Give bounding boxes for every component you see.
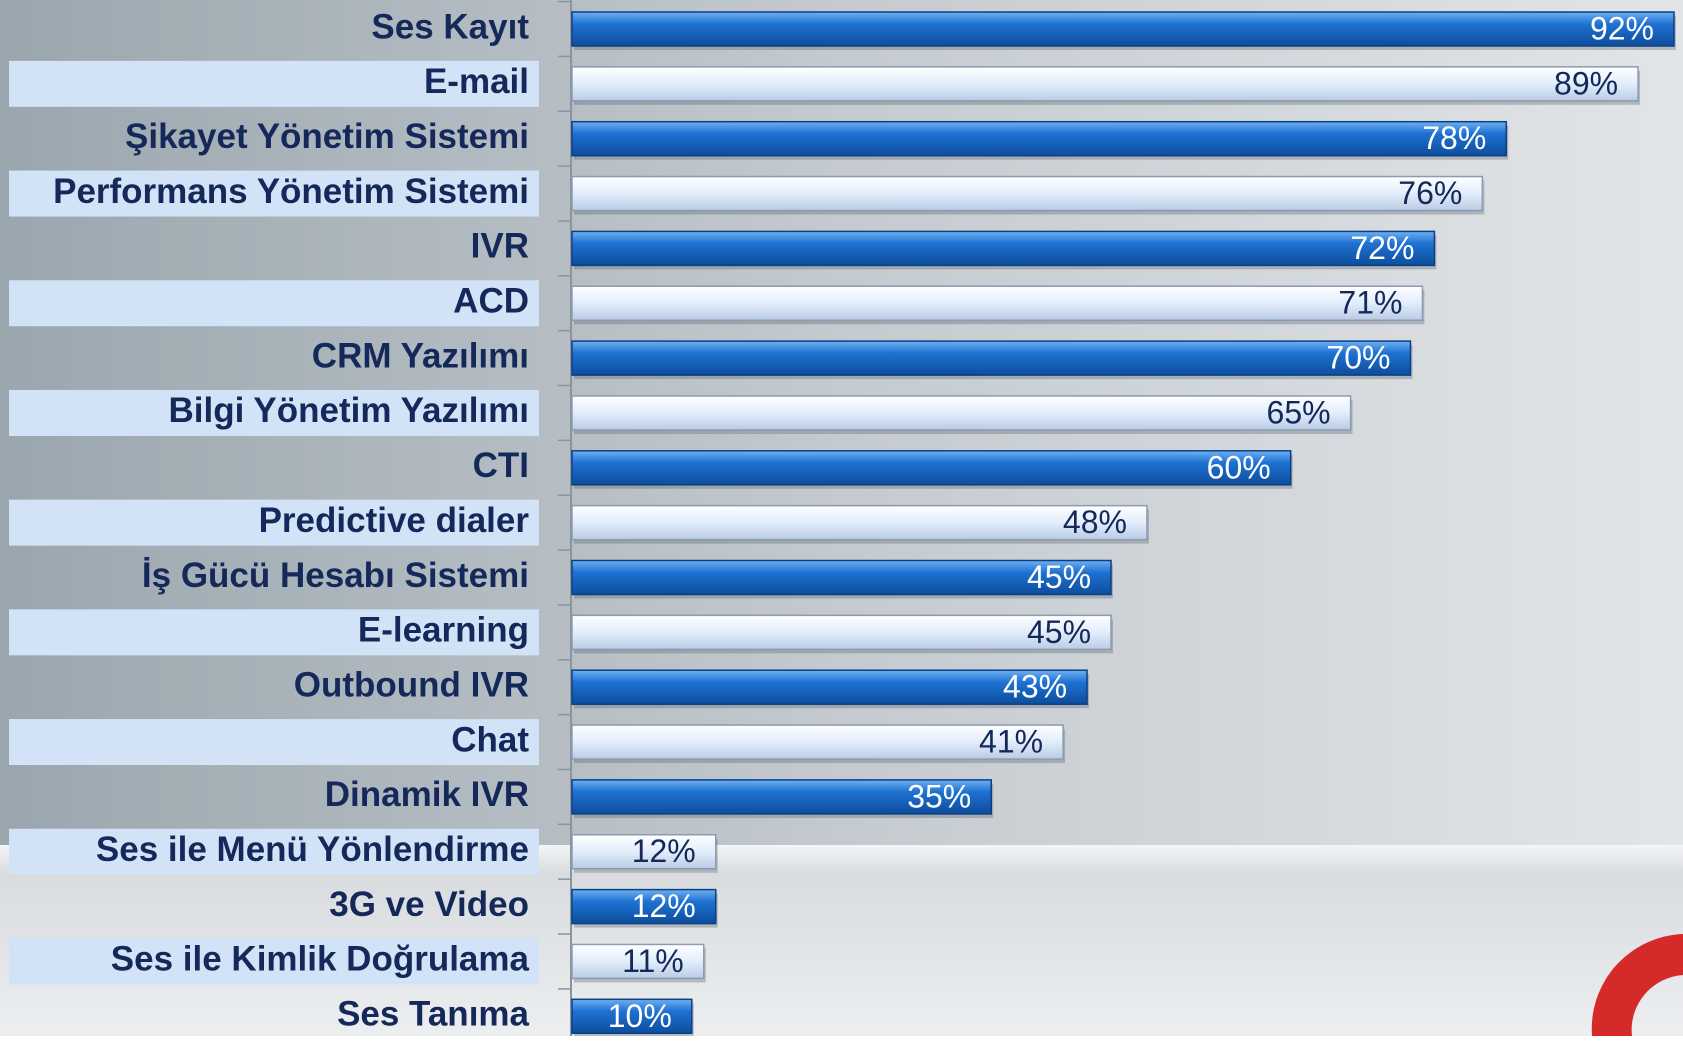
label-band [9, 499, 539, 546]
bar [571, 834, 717, 870]
bar [571, 340, 1412, 376]
value-label: 11% [622, 943, 684, 979]
bar [571, 669, 1088, 705]
value-label: 60% [1207, 449, 1271, 485]
bar [571, 559, 1112, 596]
value-label: 10% [608, 998, 672, 1034]
bar [571, 943, 705, 980]
value-label: 89% [1554, 65, 1618, 101]
value-label: 45% [1027, 559, 1091, 595]
value-label: 76% [1398, 175, 1462, 211]
bar [571, 450, 1292, 486]
label-band [9, 389, 539, 436]
category-label: 3G ve Video [329, 885, 529, 924]
bar [571, 779, 992, 815]
label-band [9, 609, 539, 656]
category-label: Ses Kayıt [371, 7, 529, 46]
label-band [9, 828, 539, 875]
category-label: Dinamik IVR [325, 775, 529, 814]
bar [571, 11, 1675, 47]
bar [571, 614, 1112, 651]
category-label: E-mail [424, 62, 529, 101]
label-band [9, 938, 539, 985]
category-label: Ses ile Menü Yönlendirme [96, 830, 529, 869]
label-band [9, 719, 539, 766]
value-label: 12% [632, 833, 696, 869]
category-label: İş Gücü Hesabı Sistemi [142, 556, 529, 595]
bar [571, 285, 1424, 321]
bar [571, 888, 717, 925]
value-label: 65% [1267, 394, 1331, 430]
bar [571, 395, 1352, 431]
category-label: Şikayet Yönetim Sistemi [125, 117, 529, 156]
value-label: 12% [632, 888, 696, 924]
label-band [9, 170, 539, 217]
value-label: 35% [907, 778, 971, 814]
category-label: Outbound IVR [294, 665, 529, 704]
category-label: Ses Tanıma [337, 995, 529, 1034]
value-label: 92% [1590, 10, 1654, 46]
label-band [9, 280, 539, 327]
value-label: 41% [979, 724, 1043, 760]
category-label: IVR [471, 227, 529, 266]
category-label: Predictive dialer [259, 501, 530, 540]
category-label: E-learning [358, 611, 529, 650]
bar [571, 998, 693, 1035]
bar [571, 230, 1436, 267]
value-label: 72% [1350, 230, 1414, 266]
category-label: Ses ile Kimlik Doğrulama [111, 940, 530, 979]
bar [571, 66, 1639, 102]
category-label: ACD [453, 282, 529, 321]
logo [1591, 934, 1683, 1036]
label-band [9, 60, 539, 107]
category-label: Chat [451, 720, 529, 759]
value-label: 48% [1063, 504, 1127, 540]
bar [571, 724, 1064, 760]
category-label: CRM Yazılımı [312, 336, 529, 375]
value-label: 43% [1003, 669, 1067, 705]
category-label: Performans Yönetim Sistemi [53, 172, 529, 211]
value-label: 71% [1338, 285, 1402, 321]
value-label: 70% [1326, 340, 1390, 376]
category-label: CTI [473, 446, 529, 485]
bar [571, 120, 1508, 157]
bar [571, 175, 1484, 212]
category-label: Bilgi Yönetim Yazılımı [169, 391, 529, 430]
value-label: 45% [1027, 614, 1091, 650]
bar [571, 504, 1148, 541]
value-label: 78% [1422, 120, 1486, 156]
